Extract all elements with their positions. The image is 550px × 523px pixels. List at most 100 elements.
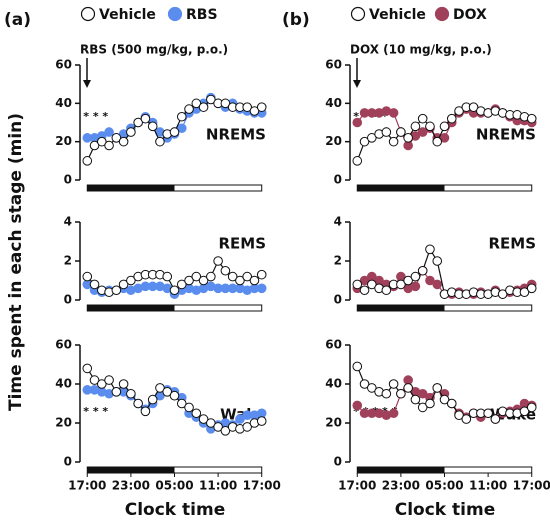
point: [162, 387, 173, 397]
point: [97, 379, 107, 389]
point: [432, 383, 443, 393]
point: [82, 156, 93, 166]
y-tick-label: 4: [64, 215, 72, 229]
y-tick-label: 60: [325, 338, 342, 352]
point: [155, 136, 165, 147]
dark-bar: [357, 467, 445, 473]
y-tick-label: 40: [55, 96, 72, 110]
point: [352, 117, 363, 128]
point: [147, 121, 158, 132]
point: [213, 422, 223, 432]
point: [184, 402, 194, 413]
point: [367, 133, 377, 143]
point: [198, 414, 209, 424]
x-tick-label: 05:00: [425, 479, 463, 493]
point: [176, 279, 187, 290]
y-tick-label: 0: [64, 173, 72, 187]
point: [410, 394, 421, 405]
point: [198, 275, 209, 286]
point: [396, 388, 406, 399]
point: [206, 271, 216, 282]
dark-bar: [87, 467, 175, 473]
point: [417, 388, 428, 399]
stage-label: NREMS: [206, 126, 266, 144]
stage-label: REMS: [488, 235, 536, 253]
arrow: [83, 58, 361, 88]
point: [126, 127, 136, 137]
y-tick-label: 60: [325, 58, 342, 72]
point: [388, 136, 399, 147]
point: [111, 133, 122, 143]
point: [403, 133, 413, 143]
point: [439, 133, 450, 143]
point: [461, 414, 472, 424]
point: [359, 275, 370, 286]
point: [432, 279, 443, 290]
point: [526, 113, 537, 124]
point: [454, 410, 464, 421]
y-tick-label: 60: [55, 58, 72, 72]
point: [198, 102, 209, 112]
y-tick-label: 60: [55, 338, 72, 352]
point: [381, 285, 392, 296]
point: [89, 279, 100, 290]
point: [82, 363, 93, 374]
x-tick-label: 05:00: [155, 479, 193, 493]
x-tick-label: 11:00: [199, 479, 237, 493]
point: [519, 287, 530, 298]
point: [381, 127, 392, 137]
point: [381, 388, 392, 399]
point: [184, 104, 194, 114]
point: [425, 275, 435, 286]
point: [220, 426, 231, 436]
point: [176, 123, 187, 134]
point: [367, 383, 377, 393]
legend-label: RBS: [186, 7, 218, 23]
x-axis-label: Clock time: [395, 500, 495, 520]
point: [526, 402, 537, 413]
point: [439, 121, 450, 132]
point: [352, 279, 363, 290]
y-tick-label: 0: [334, 173, 342, 187]
point: [483, 408, 493, 419]
drug-annotation: DOX (10 mg/kg, p.o.): [350, 43, 492, 57]
point: [388, 108, 399, 118]
point: [242, 102, 252, 112]
point: [191, 271, 202, 282]
legend-marker: [80, 6, 96, 22]
y-tick-label: 2: [64, 254, 72, 268]
y-tick-label: 0: [334, 293, 342, 307]
point: [490, 414, 501, 424]
legend-marker: [350, 6, 366, 22]
point: [242, 422, 252, 432]
y-tick-label: 20: [325, 134, 342, 148]
point: [191, 408, 202, 419]
point: [468, 102, 479, 112]
legend-marker: [167, 6, 183, 22]
drug-annotation: RBS (500 mg/kg, p.o.): [80, 43, 228, 57]
point: [184, 275, 194, 286]
point: [104, 375, 114, 385]
point: [417, 402, 428, 413]
point: [388, 408, 399, 419]
point: [388, 379, 399, 389]
legend-label: Vehicle: [369, 7, 426, 23]
point: [104, 140, 114, 151]
point: [432, 136, 443, 147]
point: [425, 398, 435, 409]
x-axis-label: Clock time: [125, 500, 225, 520]
point: [410, 121, 421, 132]
stage-label: REMS: [218, 235, 266, 253]
point: [206, 94, 216, 105]
point: [176, 111, 187, 122]
point: [352, 361, 363, 372]
point: [396, 279, 406, 290]
y-tick-label: 40: [55, 377, 72, 391]
point: [256, 416, 267, 426]
x-tick-label: 11:00: [469, 479, 507, 493]
dark-bar: [357, 185, 445, 191]
y-axis-label: Time spent in each stage (min): [6, 113, 26, 411]
y-tick-label: 2: [334, 254, 342, 268]
dark-bar: [357, 305, 445, 311]
